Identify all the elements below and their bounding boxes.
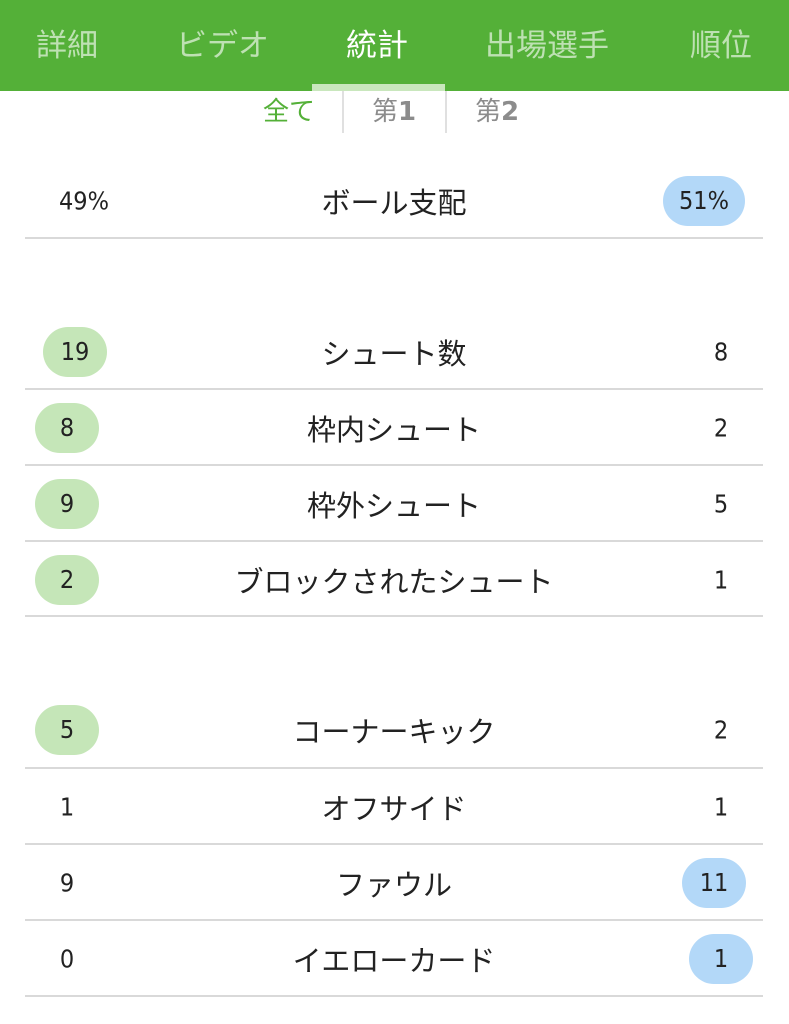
stat-label: コーナーキック <box>292 715 496 749</box>
home-value: 0 <box>59 944 75 974</box>
home-value-highlight: 5 <box>35 705 99 755</box>
away-value: 2 <box>713 715 729 745</box>
away-value: 2 <box>713 413 729 443</box>
stat-row-shots: 19 シュート数 8 <box>25 314 763 390</box>
period-divider <box>342 91 344 133</box>
divider <box>25 615 763 617</box>
stat-row-yellow-cards: 0 イエローカード 1 <box>25 921 763 997</box>
period-first-prefix: 第 <box>372 97 399 127</box>
stat-row-shots-on-target: 8 枠内シュート 2 <box>25 390 763 466</box>
tab-lineups[interactable]: 出場選手 <box>485 28 609 64</box>
away-value: 1 <box>713 565 729 595</box>
away-value: 8 <box>713 337 729 367</box>
home-value: 49% <box>59 186 109 216</box>
tab-stats[interactable]: 統計 <box>346 28 408 64</box>
stat-row-shots-off-target: 9 枠外シュート 5 <box>25 466 763 542</box>
divider <box>25 237 763 239</box>
stat-label: 枠外シュート <box>306 489 481 523</box>
divider <box>25 919 763 921</box>
away-value-highlight: 51% <box>663 176 745 226</box>
stat-label: ブロックされたシュート <box>234 565 554 599</box>
stat-label: ボール支配 <box>321 186 467 220</box>
stat-row-fouls: 9 ファウル 11 <box>25 845 763 921</box>
divider <box>25 767 763 769</box>
stat-row-corners: 5 コーナーキック 2 <box>25 692 763 768</box>
divider <box>25 464 763 466</box>
top-tab-bar: 詳細 ビデオ 統計 出場選手 順位 <box>0 0 789 91</box>
home-value-highlight: 9 <box>35 479 99 529</box>
period-second-number: 2 <box>501 97 520 127</box>
away-value-highlight: 11 <box>682 858 746 908</box>
stat-label: オフサイド <box>321 792 467 826</box>
home-value-highlight: 2 <box>35 555 99 605</box>
home-value-highlight: 8 <box>35 403 99 453</box>
tab-details[interactable]: 詳細 <box>36 28 98 64</box>
stat-label: ファウル <box>335 868 452 902</box>
stat-row-blocked-shots: 2 ブロックされたシュート 1 <box>25 542 763 618</box>
home-value: 9 <box>59 868 75 898</box>
stat-row-possession: 49% ボール支配 51% <box>25 163 763 239</box>
stat-label: イエローカード <box>292 944 496 978</box>
home-value: 1 <box>59 792 75 822</box>
away-value: 5 <box>713 489 729 519</box>
tab-standings[interactable]: 順位 <box>690 28 752 64</box>
home-value-highlight: 19 <box>43 327 107 377</box>
stat-row-offsides: 1 オフサイド 1 <box>25 769 763 845</box>
period-divider <box>445 91 447 133</box>
divider <box>25 540 763 542</box>
period-second-half[interactable]: 第2 <box>475 91 519 133</box>
period-first-number: 1 <box>398 97 417 127</box>
period-second-prefix: 第 <box>475 97 502 127</box>
divider <box>25 995 763 997</box>
divider <box>25 843 763 845</box>
period-first-half[interactable]: 第1 <box>372 91 416 133</box>
divider <box>25 388 763 390</box>
tab-video[interactable]: ビデオ <box>176 28 269 64</box>
stat-label: シュート数 <box>321 337 467 371</box>
away-value: 1 <box>713 792 729 822</box>
away-value-highlight: 1 <box>689 934 753 984</box>
period-all[interactable]: 全て <box>263 97 316 127</box>
active-tab-indicator <box>312 84 445 91</box>
stat-label: 枠内シュート <box>306 413 481 447</box>
